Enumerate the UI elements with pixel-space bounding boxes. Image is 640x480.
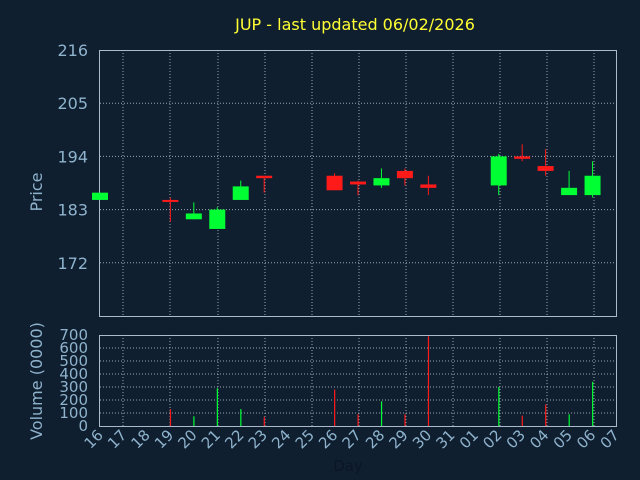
volume-bar — [357, 414, 359, 426]
volume-bar — [545, 404, 547, 426]
candle-body — [537, 166, 554, 171]
volume-tick-label: 100 — [59, 404, 88, 422]
volume-grid — [100, 347, 616, 414]
chart-title: JUP - last updated 06/02/2026 — [234, 15, 475, 34]
candle-body — [256, 175, 273, 179]
candle-body — [561, 187, 578, 196]
candles — [92, 144, 601, 229]
volume-bar — [380, 401, 383, 426]
volume-bar — [216, 388, 218, 426]
price-tick-label: 172 — [57, 254, 88, 273]
candle-body — [162, 199, 179, 202]
volume-tick-label: 700 — [59, 326, 88, 344]
volume-bar — [334, 389, 336, 426]
x-tick-label: 26 — [315, 426, 341, 452]
x-tick-label: 27 — [339, 426, 365, 452]
volume-x-grid — [122, 335, 595, 426]
volume-tick-label: 500 — [59, 352, 88, 370]
volume-bar — [427, 336, 430, 426]
x-tick-label: 28 — [362, 426, 388, 452]
volume-tick-label: 600 — [59, 339, 88, 357]
x-axis-label: Day — [333, 457, 363, 475]
volume-bar — [498, 387, 500, 426]
x-tick-label: 22 — [221, 426, 247, 452]
candle-body — [373, 178, 390, 186]
x-tick-label: 20 — [174, 426, 200, 452]
x-tick-label: 03 — [503, 426, 529, 452]
volume-bar — [240, 409, 242, 426]
x-tick-label: 24 — [268, 426, 294, 452]
candle-body — [490, 156, 507, 186]
x-tick-label: 04 — [526, 426, 552, 452]
price-tick-label: 194 — [57, 147, 88, 166]
x-tick-label: 07 — [597, 426, 623, 452]
price-tick-label: 216 — [57, 41, 88, 60]
x-tick-label: 23 — [245, 426, 271, 452]
x-tick-label: 21 — [198, 426, 224, 452]
x-tick-label: 19 — [151, 426, 177, 452]
x-tick-label: 25 — [292, 426, 318, 452]
price-plot-frame — [99, 50, 617, 317]
volume-bar — [169, 409, 172, 426]
candle-body — [584, 175, 601, 196]
x-tick-label: 06 — [573, 426, 599, 452]
volume-tick-label: 400 — [59, 365, 88, 383]
x-tick-label: 01 — [456, 426, 482, 452]
volume-axis-label: Volume (0000) — [27, 322, 46, 440]
price-axis-label: Price — [27, 172, 46, 211]
candle-body — [350, 181, 366, 185]
x-tick-label: 29 — [386, 426, 412, 452]
candle-body — [514, 156, 531, 159]
volume-tick-label: 0 — [78, 417, 88, 435]
x-tick-label: 17 — [104, 426, 130, 452]
volume-plot-frame — [99, 335, 617, 427]
candle-body — [232, 186, 249, 200]
x-tick-label: 31 — [432, 426, 458, 452]
candle-body — [92, 192, 108, 200]
candle-body — [185, 213, 202, 220]
volume-bars — [169, 336, 594, 426]
candle-body — [396, 170, 413, 179]
x-tick-label: 02 — [479, 426, 505, 452]
price-tick-label: 205 — [57, 94, 88, 113]
candle-body — [420, 184, 437, 188]
candle-body — [209, 209, 226, 229]
volume-bar — [193, 416, 195, 426]
price-tick-label: 183 — [57, 201, 88, 220]
volume-bar — [521, 415, 523, 426]
x-axis-ticks: 1617181920212223242526272829303101020304… — [81, 426, 623, 452]
candle-body — [326, 175, 343, 191]
x-tick-label: 05 — [550, 426, 576, 452]
price-axis-ticks: 216 205 194 183 172 — [57, 41, 88, 273]
x-tick-label: 18 — [128, 426, 154, 452]
volume-bar — [263, 416, 265, 426]
volume-tick-label: 300 — [59, 378, 88, 396]
volume-bar — [568, 414, 570, 426]
volume-bar — [592, 381, 594, 426]
volume-bar — [404, 414, 406, 426]
price-panel: 216 205 194 183 172 Price — [27, 41, 617, 317]
x-tick-label: 30 — [409, 426, 435, 452]
volume-tick-label: 200 — [59, 391, 88, 409]
